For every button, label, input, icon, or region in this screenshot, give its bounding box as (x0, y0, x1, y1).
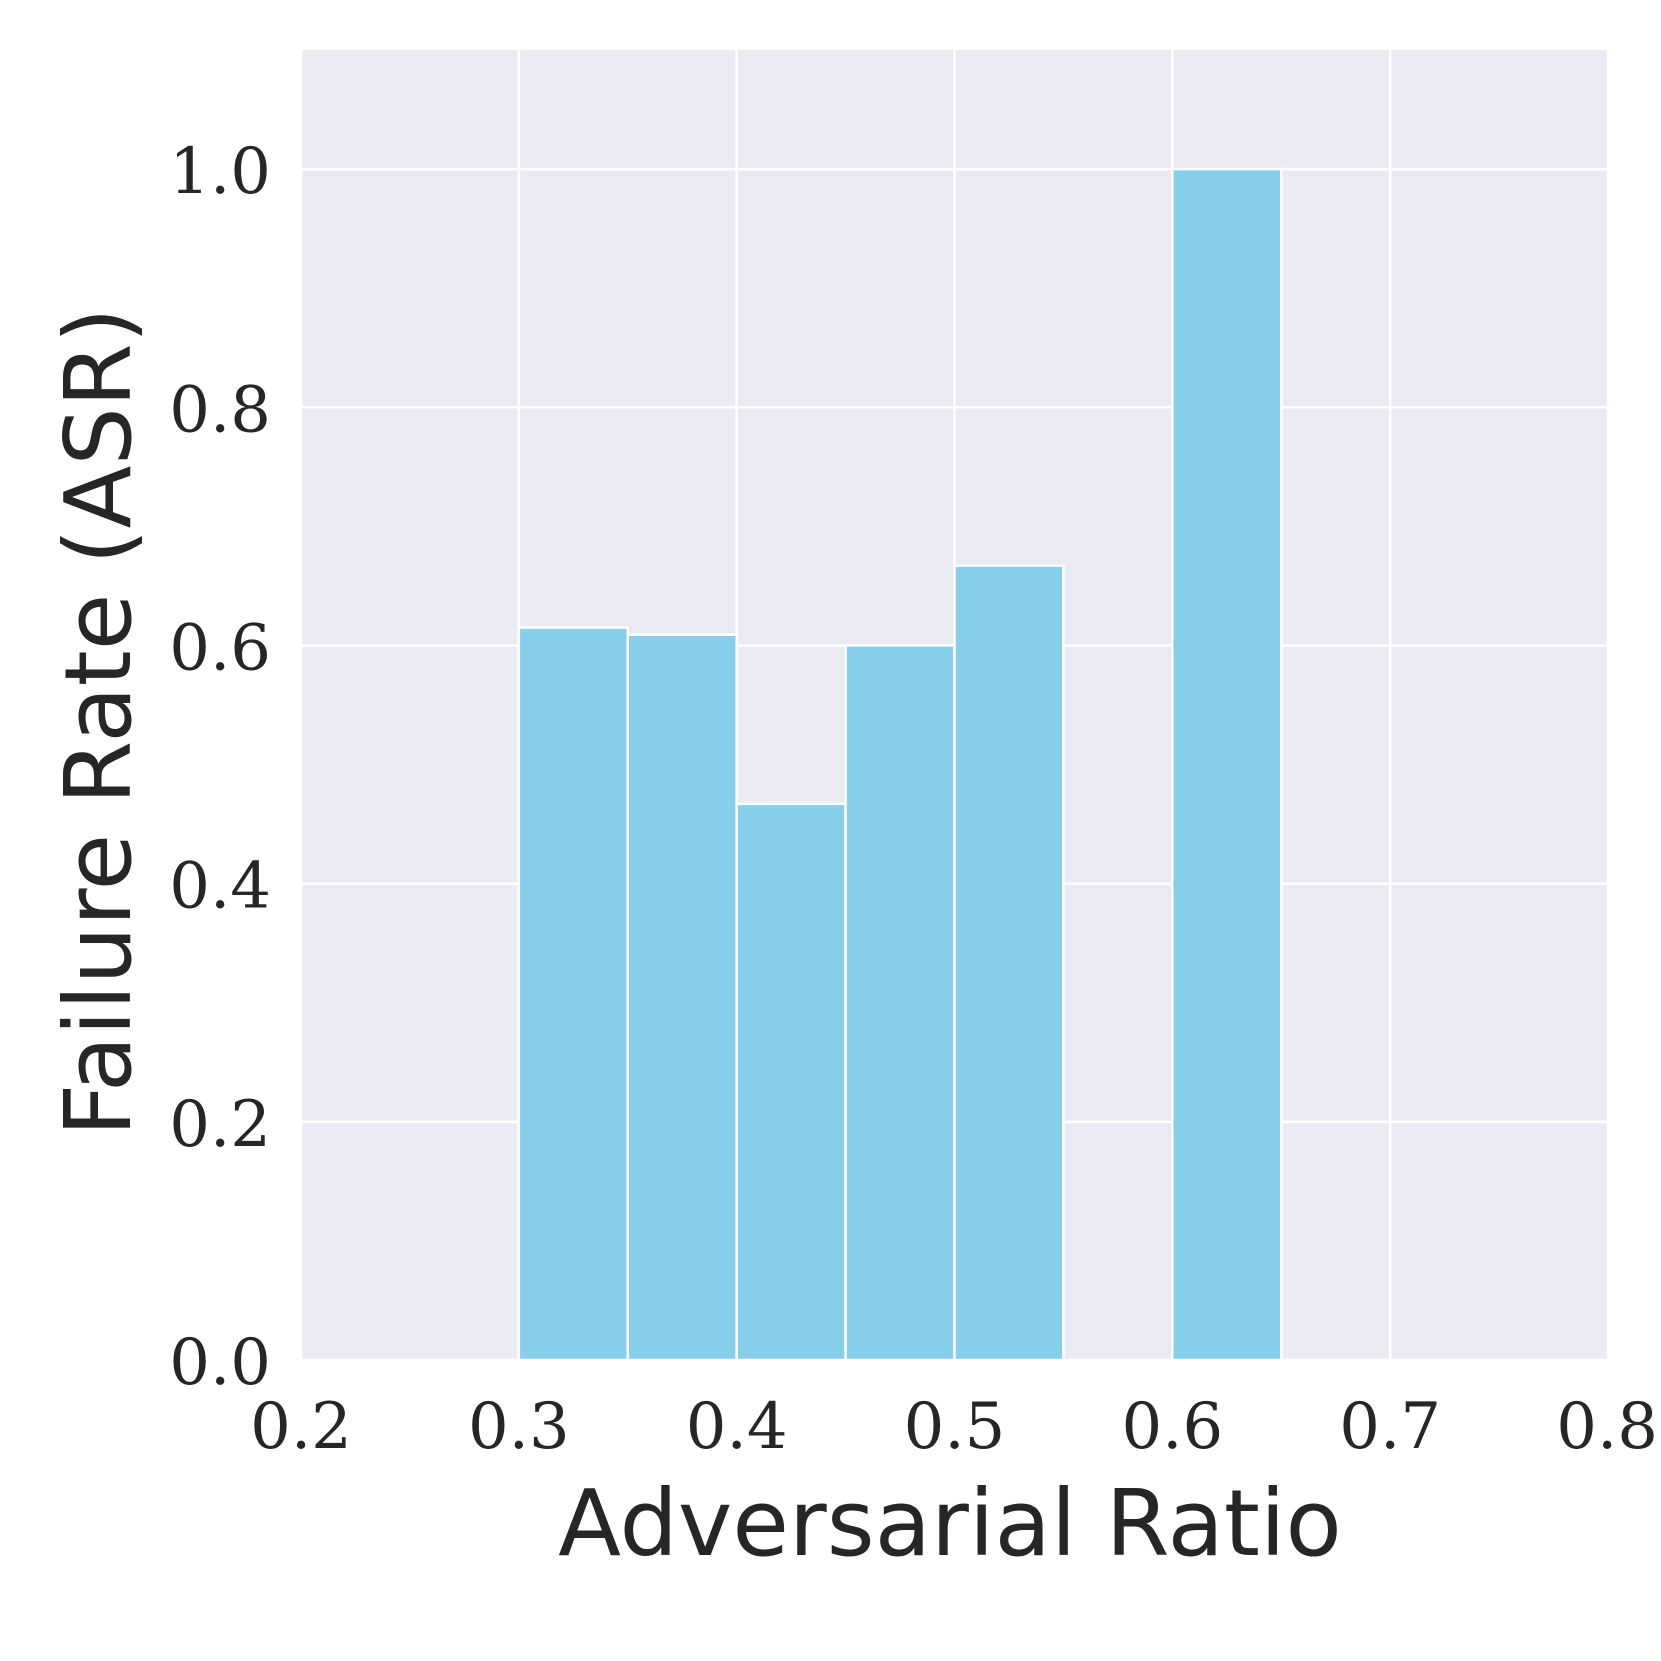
x-tick-label: 0.8 (1556, 1390, 1658, 1464)
y-tick-label: 0.6 (169, 611, 271, 685)
bar (955, 566, 1064, 1360)
x-tick-label: 0.7 (1339, 1390, 1441, 1464)
bar (628, 635, 737, 1360)
bar (737, 804, 846, 1360)
bar (519, 628, 628, 1360)
bar (846, 645, 955, 1360)
y-tick-label: 0.8 (169, 373, 271, 447)
bar (1172, 169, 1281, 1360)
y-tick-labels: 0.0 0.2 0.4 0.6 0.8 1.0 (169, 135, 271, 1400)
x-axis-label: Adversarial Ratio (558, 1470, 1342, 1577)
x-tick-label: 0.4 (686, 1390, 788, 1464)
x-tick-label: 0.2 (250, 1390, 352, 1464)
x-tick-label: 0.5 (904, 1390, 1006, 1464)
y-tick-label: 0.4 (169, 850, 271, 924)
y-tick-label: 1.0 (169, 135, 271, 209)
y-tick-label: 0.0 (169, 1326, 271, 1400)
x-tick-labels: 0.2 0.3 0.4 0.5 0.6 0.7 0.8 (250, 1390, 1658, 1464)
x-tick-label: 0.6 (1121, 1390, 1223, 1464)
x-tick-label: 0.3 (468, 1390, 570, 1464)
y-tick-label: 0.2 (169, 1088, 271, 1162)
y-axis-label: Failure Rate (ASR) (45, 307, 152, 1136)
